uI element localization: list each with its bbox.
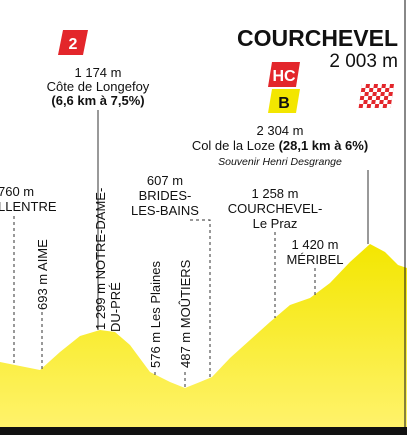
climb-name: Côte de Longefoy <box>47 79 150 94</box>
climb-altitude: 2 304 m <box>257 123 304 138</box>
place-name: LLENTRE <box>0 199 57 214</box>
climb-detail: (6,6 km à 7,5%) <box>51 93 144 108</box>
profile <box>0 244 407 427</box>
place-name: COURCHEVEL- <box>228 201 323 216</box>
place-name: DU-PRÉ <box>108 282 123 332</box>
place-name: 693 m AIME <box>35 239 50 310</box>
place-name: MÉRIBEL <box>286 252 343 267</box>
place-name: BRIDES- <box>139 188 192 203</box>
place-altitude: 1 258 m <box>252 186 299 201</box>
finish-altitude: 2 003 m <box>329 51 398 72</box>
place-name: 1 299 m NOTRE-DAME- <box>93 188 108 330</box>
badge-bonus <box>268 89 300 113</box>
climb-note: Souvenir Henri Desgrange <box>218 156 342 168</box>
badge-cat2-label: 2 <box>69 36 78 53</box>
climb-line: Col de la Loze (28,1 km à 6%) <box>192 138 368 153</box>
place-name: Le Praz <box>253 216 298 231</box>
place-name: 576 m Les Plaines <box>148 261 163 368</box>
badge-bonus-label: B <box>278 95 290 112</box>
place-name: LES-BAINS <box>131 203 199 218</box>
place-altitude: 607 m <box>147 173 183 188</box>
checkered-flag <box>358 84 394 108</box>
place-name: 487 m MOÛTIERS <box>178 259 193 368</box>
climb-altitude: 1 174 m <box>75 65 122 80</box>
badge-hc-label: HC <box>272 68 296 85</box>
climb-detail: (28,1 km à 6%) <box>279 138 369 153</box>
climb-name: Col de la Loze <box>192 138 275 153</box>
finish-name: COURCHEVEL <box>237 25 398 51</box>
connectors <box>13 110 369 388</box>
place-altitude: 1 420 m <box>292 237 339 252</box>
place-altitude: 760 m <box>0 184 34 199</box>
distance-strip <box>0 427 407 435</box>
badge-cat2 <box>58 30 88 55</box>
badge-hc <box>268 62 300 87</box>
